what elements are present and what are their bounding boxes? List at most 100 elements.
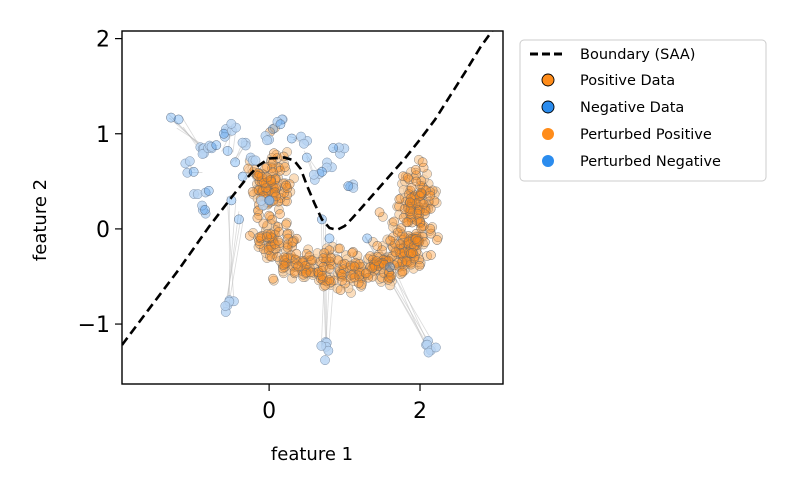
positive-point	[291, 248, 302, 259]
perturbed-negative-point	[226, 118, 237, 129]
positive-point	[394, 194, 405, 205]
positive-point	[356, 279, 367, 290]
axis-ticks: 0 2 −1 0 1 2	[78, 28, 427, 424]
legend-positive-marker-icon	[541, 73, 555, 87]
positive-point	[385, 235, 396, 246]
positive-point	[412, 236, 423, 246]
positive-point	[347, 248, 358, 258]
negative-point	[301, 152, 312, 163]
perturbed-positive-point	[343, 283, 354, 294]
perturbation-link	[224, 214, 242, 307]
positive-point	[255, 233, 266, 244]
y-axis-label: feature 2	[30, 179, 51, 261]
positive-point	[417, 157, 428, 168]
positive-point	[281, 180, 292, 191]
positive-point	[399, 204, 410, 214]
perturbed-positive-point	[385, 280, 395, 291]
positive-point	[392, 227, 403, 238]
positive-point	[405, 197, 415, 208]
positive-point	[407, 217, 418, 228]
positive-point	[410, 165, 421, 175]
negative-point	[203, 185, 214, 196]
perturbation-link	[320, 242, 327, 346]
positive-point	[253, 168, 264, 178]
boundary-line	[122, 31, 494, 346]
positive-point	[401, 256, 412, 267]
perturbed-negative-point	[237, 137, 248, 148]
positive-point	[414, 260, 425, 271]
positive-point	[420, 237, 430, 247]
positive-point	[260, 163, 271, 174]
perturbed-negative-point	[262, 135, 272, 146]
positive-point	[416, 223, 426, 234]
positive-point	[432, 235, 442, 245]
positive-point	[421, 185, 431, 195]
positive-point	[277, 263, 288, 274]
perturbed-positive-point	[395, 269, 406, 280]
positive-point	[300, 260, 311, 271]
negative-point	[230, 157, 241, 168]
negative-point	[362, 233, 373, 244]
perturbed-negative-point	[308, 169, 319, 180]
x-tick-label: 2	[413, 399, 427, 424]
positive-point	[353, 278, 364, 288]
positive-point	[262, 232, 272, 242]
perturbed-positive-point	[282, 217, 292, 228]
legend-label-perturbed-negative: Perturbed Negative	[580, 154, 721, 170]
positive-point	[291, 233, 302, 244]
legend-label-negative: Negative Data	[580, 100, 684, 116]
positive-point	[334, 243, 345, 254]
y-tick-label: 2	[96, 28, 110, 53]
positive-point	[416, 187, 426, 198]
negative-point	[222, 146, 233, 156]
negative-point	[219, 128, 229, 139]
positive-point	[255, 232, 265, 242]
positive-point	[258, 218, 269, 229]
positive-point	[386, 270, 396, 281]
positive-point	[280, 162, 290, 172]
positive-point	[397, 267, 408, 278]
negative-point	[234, 214, 244, 225]
positive-point	[333, 255, 344, 266]
positive-point	[270, 174, 281, 185]
positive-point	[318, 262, 329, 272]
negative-point	[343, 181, 354, 191]
negative-point	[264, 195, 274, 206]
positive-point	[361, 268, 371, 278]
perturbation-link	[226, 196, 235, 302]
positive-point	[407, 248, 418, 258]
positive-point	[263, 245, 274, 255]
legend-item-positive: Positive Data	[541, 73, 675, 89]
positive-point	[244, 230, 255, 241]
positive-point	[267, 214, 277, 225]
negative-point	[166, 112, 176, 123]
negative-point	[173, 114, 184, 125]
positive-point	[379, 259, 390, 270]
positive-point	[372, 241, 383, 251]
y-tick-label: −1	[78, 313, 110, 338]
y-tick-label: 0	[96, 218, 110, 243]
positive-point	[287, 237, 298, 247]
data-points	[166, 112, 443, 366]
positive-point	[281, 258, 291, 268]
positive-point	[279, 252, 290, 263]
positive-point	[252, 213, 263, 223]
perturbed-negative-point	[220, 301, 231, 311]
perturbed-negative-point	[323, 345, 334, 356]
legend-label-boundary: Boundary (SAA)	[580, 47, 695, 63]
negative-point	[211, 140, 222, 151]
plot-area	[122, 31, 503, 384]
negative-point	[317, 166, 327, 177]
positive-point	[278, 260, 289, 270]
positive-point	[426, 250, 436, 260]
positive-point	[416, 176, 427, 187]
perturbed-negative-point	[423, 347, 434, 358]
positive-point	[273, 222, 283, 232]
perturbed-negative-point	[316, 341, 327, 351]
negative-point	[384, 262, 395, 272]
positive-point	[325, 253, 336, 263]
legend-item-perturbed-negative: Perturbed Negative	[542, 154, 721, 170]
legend-item-perturbed-positive: Perturbed Positive	[542, 127, 712, 143]
positive-point	[317, 271, 327, 281]
positive-point	[390, 247, 401, 257]
